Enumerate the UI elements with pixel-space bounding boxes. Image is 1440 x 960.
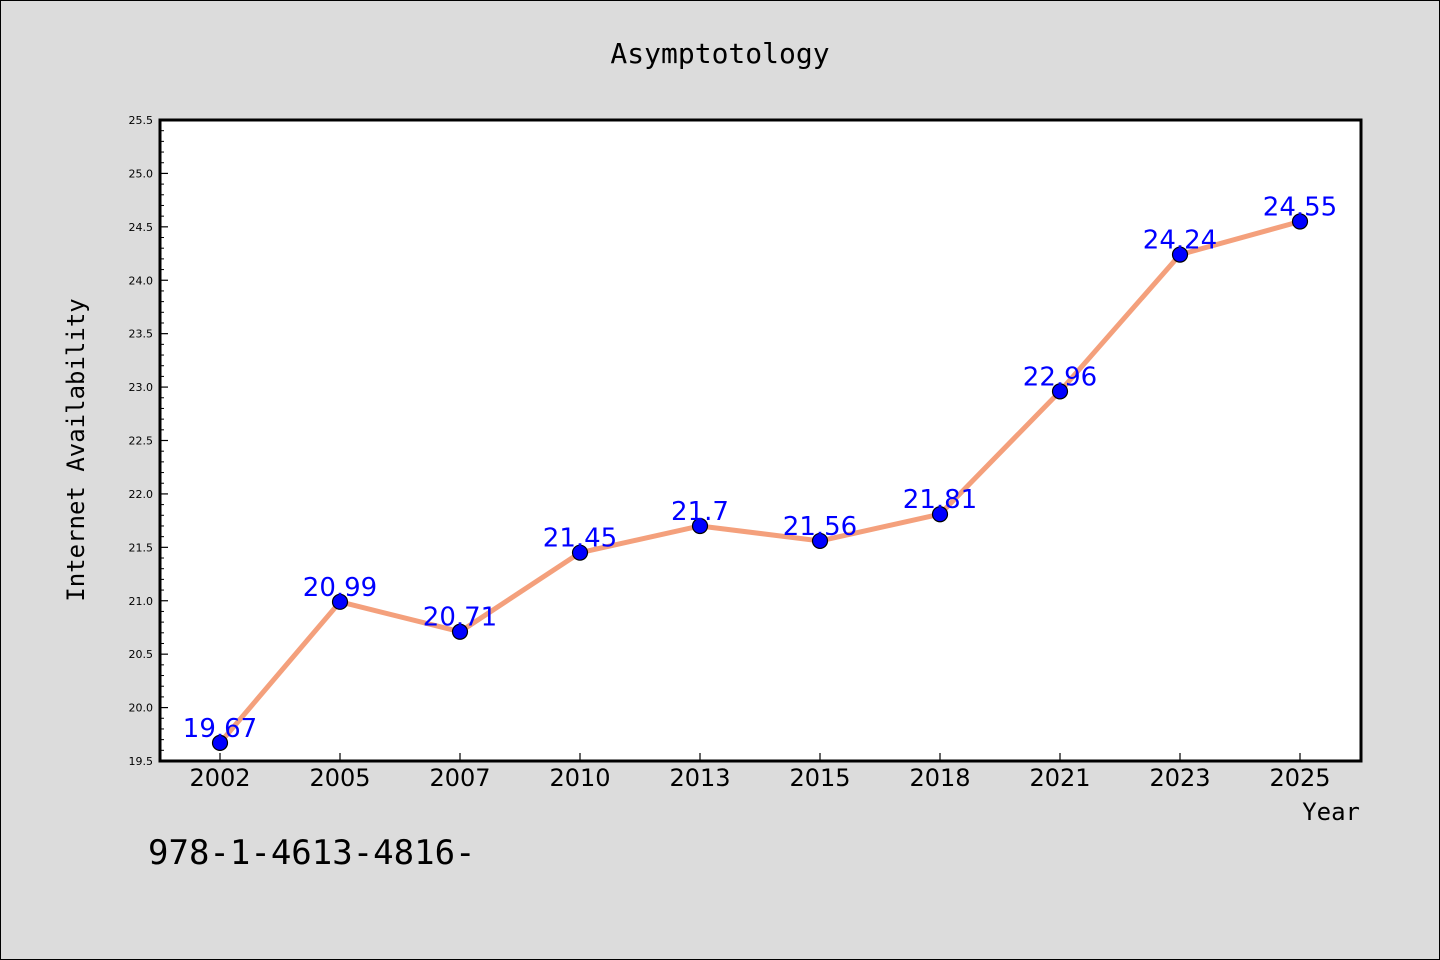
data-labels: 19.67 20.99 20.71 21.45 21.7 21.56 21.81 22.96 2… bbox=[183, 192, 1337, 743]
data-point bbox=[451, 623, 469, 640]
data-point bbox=[1051, 383, 1069, 400]
x-tick-label: 2002 bbox=[189, 764, 250, 792]
data-label: 20.99 bbox=[303, 573, 377, 603]
data-label: 21.7 bbox=[671, 497, 729, 527]
y-tick-label: 22.5 bbox=[129, 435, 154, 448]
y-tick-label: 24.5 bbox=[129, 221, 154, 234]
y-axis: 19.5 20.0 20.5 21.0 21.5 22.0 22.5 23.0 23.5 24.0… bbox=[129, 114, 168, 768]
data-point bbox=[1291, 213, 1309, 230]
y-tick-label: 23.0 bbox=[129, 381, 154, 394]
x-tick-label: 2013 bbox=[669, 764, 730, 792]
x-tick-label: 2007 bbox=[429, 764, 490, 792]
data-point bbox=[211, 734, 229, 751]
data-point bbox=[1171, 246, 1189, 263]
data-point bbox=[811, 532, 829, 550]
x-tick-label: 2018 bbox=[909, 764, 970, 792]
footer-text: 978-1-4613-4816- bbox=[148, 833, 476, 873]
data-label: 21.81 bbox=[903, 485, 977, 515]
y-tick-label: 20.5 bbox=[129, 648, 154, 661]
data-label: 21.56 bbox=[783, 512, 857, 542]
x-tick-label: 2023 bbox=[1149, 764, 1210, 792]
y-tick-label: 25.5 bbox=[129, 114, 154, 127]
y-tick-label: 21.5 bbox=[129, 541, 154, 554]
x-tick-label: 2021 bbox=[1029, 764, 1090, 792]
y-tick-label: 22.0 bbox=[129, 488, 154, 501]
y-tick-label: 20.0 bbox=[129, 702, 154, 715]
y-tick-label: 21.0 bbox=[129, 595, 154, 608]
data-label: 20.71 bbox=[423, 603, 497, 633]
y-tick-label: 24.0 bbox=[129, 274, 154, 287]
data-point bbox=[691, 517, 709, 535]
y-tick-label: 23.5 bbox=[129, 328, 154, 341]
data-label: 24.24 bbox=[1143, 226, 1217, 256]
data-label: 24.55 bbox=[1263, 192, 1337, 222]
x-tick-label: 2010 bbox=[549, 764, 610, 792]
chart-title: Asymptotology bbox=[610, 37, 829, 70]
y-tick-label: 25.0 bbox=[129, 167, 154, 180]
x-tick-label: 2005 bbox=[309, 764, 370, 792]
series-line bbox=[218, 219, 1301, 745]
data-label: 21.45 bbox=[543, 524, 617, 554]
y-tick-label: 19.5 bbox=[129, 755, 154, 768]
x-tick-label: 2025 bbox=[1269, 764, 1330, 792]
x-axis: 2002 2005 2007 2010 2013 2015 2018 2021 2023 2025 bbox=[189, 753, 1331, 792]
y-axis-label: Internet Availability bbox=[62, 298, 90, 601]
data-label: 19.67 bbox=[183, 714, 257, 744]
x-tick-label: 2015 bbox=[789, 764, 850, 792]
x-axis-label: Year bbox=[1302, 798, 1360, 826]
data-point bbox=[931, 506, 949, 523]
series-markers bbox=[211, 213, 1309, 751]
data-label: 22.96 bbox=[1023, 362, 1097, 392]
plot-area bbox=[158, 118, 1363, 763]
data-point bbox=[331, 593, 349, 610]
data-point bbox=[571, 544, 589, 561]
